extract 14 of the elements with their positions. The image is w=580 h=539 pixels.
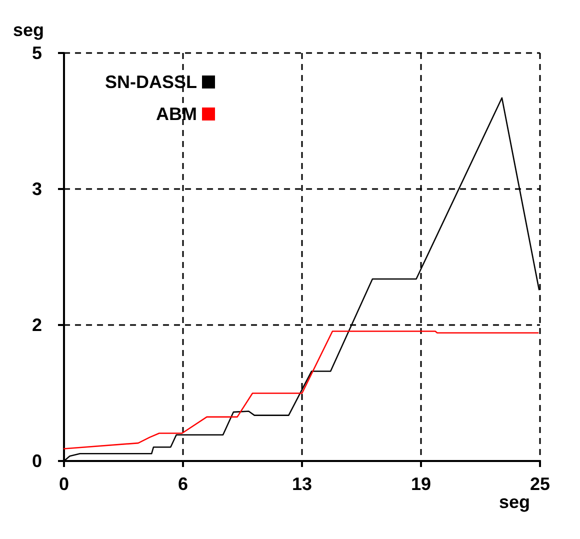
legend-label: SN-DASSL — [104, 72, 198, 92]
x-axis-title: seg — [498, 492, 530, 512]
y-tick-label: 5 — [32, 43, 42, 63]
line-series — [63, 330, 539, 450]
x-tick-label: 25 — [530, 474, 550, 494]
y-tick-label: 2 — [32, 314, 42, 335]
legend-label: ABM — [156, 104, 198, 124]
y-tick-label: 3 — [32, 179, 42, 200]
y-tick-label: 0 — [32, 451, 42, 471]
y-axis-title: seg — [12, 20, 44, 40]
x-tick-label: 6 — [178, 474, 188, 494]
x-tick-label: 19 — [410, 474, 432, 494]
x-tick-label: 13 — [292, 474, 312, 494]
x-tick-label: 0 — [58, 474, 70, 494]
